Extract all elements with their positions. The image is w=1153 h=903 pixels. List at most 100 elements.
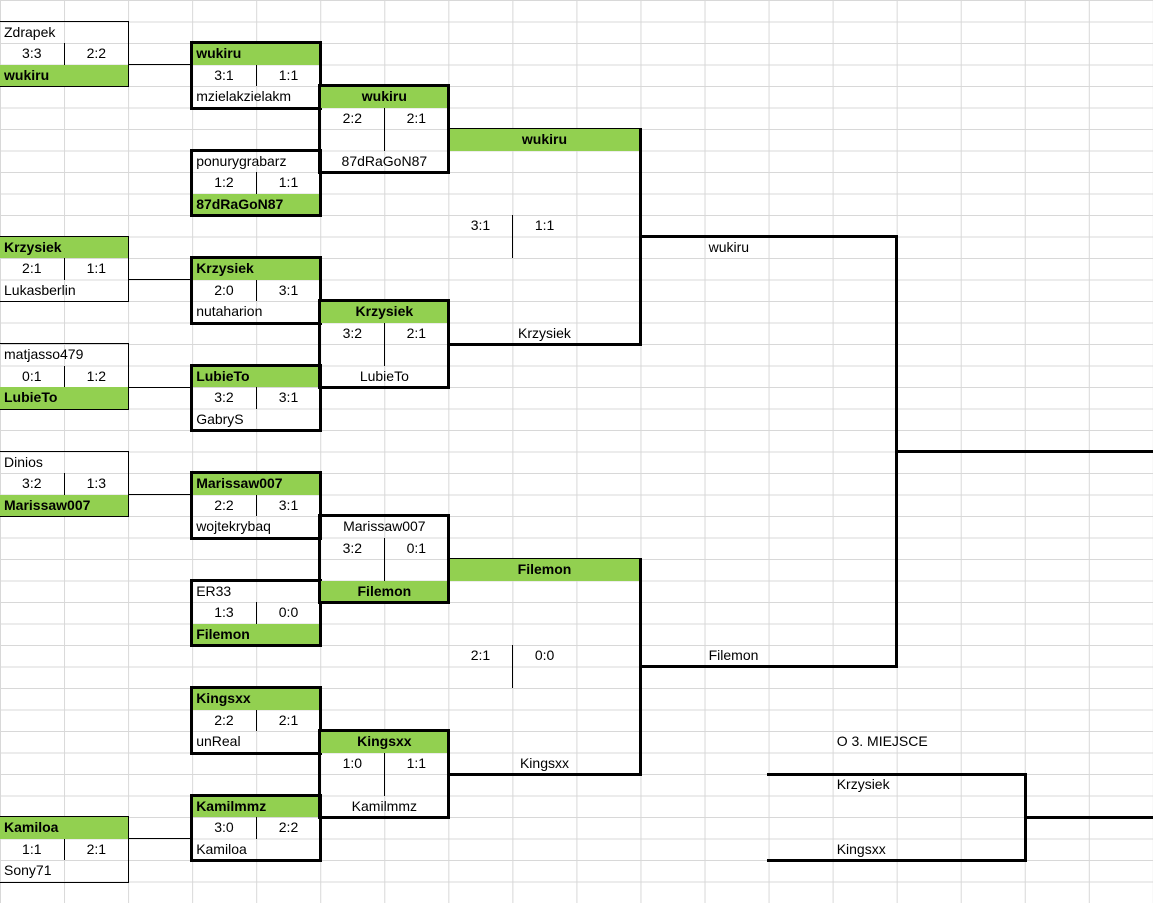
match-score[interactable]: 1:1	[22, 840, 42, 857]
match-row: GabryS	[192, 409, 320, 431]
match-score[interactable]: 2:2	[63, 43, 129, 65]
bracket-line	[446, 342, 643, 346]
match-score[interactable]: 0:0	[534, 647, 555, 663]
match-score[interactable]: 3:1	[214, 66, 234, 83]
player-name[interactable]: LubieTo	[4, 389, 58, 405]
player-name[interactable]: nutaharion	[196, 303, 263, 319]
match-score[interactable]: 0:0	[255, 602, 321, 624]
match-score[interactable]: 2:1	[406, 109, 427, 126]
third-place-player-label[interactable]: Kingsxx	[836, 840, 886, 857]
score-divider-line	[384, 322, 386, 366]
third-place-player-label[interactable]: Krzysiek	[836, 776, 890, 792]
match-score[interactable]: 1:1	[534, 217, 555, 233]
match-score[interactable]: 1:1	[255, 64, 321, 86]
champion-line	[895, 450, 1153, 453]
match-score[interactable]: 2:1	[470, 647, 491, 663]
match-score[interactable]: 3:1	[470, 217, 491, 233]
match-score-row: 3:0 2:2	[192, 817, 320, 839]
match-score[interactable]: 1:3	[63, 473, 129, 495]
match-score[interactable]: 1:1	[63, 258, 129, 280]
match-score[interactable]: 1:0	[342, 754, 363, 771]
player-name[interactable]: Kamilmmz	[351, 797, 418, 814]
match-score[interactable]: 1:1	[255, 172, 321, 194]
match-score[interactable]: 3:2	[214, 389, 234, 405]
player-name[interactable]: Dinios	[4, 453, 43, 470]
finalist-label[interactable]: Filemon	[708, 647, 759, 663]
player-name[interactable]: 87dRaGoN87	[341, 152, 428, 169]
player-name[interactable]: 87dRaGoN87	[196, 195, 284, 212]
match-box: Zdrapek 3:3 2:2 wukiru	[0, 21, 129, 87]
match-score[interactable]: 2:1	[406, 324, 427, 341]
player-name[interactable]: wukiru	[320, 86, 449, 108]
semifinal-winner-cell[interactable]: wukiru	[448, 129, 641, 151]
match-score[interactable]: 1:2	[214, 174, 234, 190]
player-name[interactable]: Marissaw007	[196, 475, 283, 491]
match-score[interactable]: 0:1	[406, 539, 427, 556]
match-score[interactable]: 2:1	[255, 709, 321, 731]
match-score[interactable]: 3:1	[255, 387, 321, 409]
player-name[interactable]: Kingsxx	[196, 690, 251, 706]
player-name[interactable]: Kamilmmz	[196, 797, 267, 814]
advancing-player-label[interactable]: Krzysiek	[518, 324, 571, 341]
match-score[interactable]: 3:1	[255, 494, 321, 516]
match-score[interactable]: 3:2	[342, 324, 363, 341]
bracket-line	[446, 772, 643, 776]
match-score-row: 3:2 3:1	[192, 387, 320, 409]
match-score[interactable]: 3:2	[22, 475, 42, 491]
match-score[interactable]: 3:0	[214, 819, 234, 835]
player-name[interactable]: Filemon	[196, 625, 250, 642]
match-score-row: 3:2 0:1	[320, 538, 448, 560]
player-name[interactable]: Krzysiek	[4, 238, 62, 255]
match-score[interactable]: 0:1	[22, 367, 42, 384]
player-name[interactable]: matjasso479	[4, 346, 84, 362]
match-score[interactable]: 1:2	[63, 365, 129, 387]
match-score[interactable]: 3:3	[22, 45, 42, 61]
match-row: Kamiloa	[0, 817, 129, 839]
match-score[interactable]: 2:0	[214, 281, 234, 298]
player-name[interactable]: ER33	[196, 582, 232, 599]
finalist-label[interactable]: wukiru	[708, 238, 750, 255]
match-score[interactable]: 2:1	[22, 260, 42, 276]
bracket-line	[767, 858, 1027, 862]
player-name[interactable]: Kingsxx	[320, 731, 449, 753]
player-name[interactable]: wukiru	[4, 66, 50, 83]
match-score[interactable]: 2:2	[214, 711, 234, 728]
player-name[interactable]: Marissaw007	[4, 496, 91, 513]
match-score[interactable]: 2:2	[342, 109, 363, 126]
match-score-row: 1:1 2:1	[0, 838, 129, 860]
match-score[interactable]: 3:1	[255, 279, 321, 301]
player-name[interactable]: Marissaw007	[343, 518, 426, 534]
player-name[interactable]: LubieTo	[359, 367, 409, 384]
player-name[interactable]: Kamiloa	[4, 819, 59, 835]
score-divider-line	[512, 215, 514, 258]
match-score[interactable]: 1:3	[214, 604, 234, 620]
player-name[interactable]: wukiru	[196, 45, 242, 61]
match-score[interactable]: 3:2	[342, 539, 363, 556]
player-name[interactable]: ponurygrabarz	[196, 152, 287, 169]
match-score[interactable]: 1:1	[406, 754, 427, 771]
player-name[interactable]: mzielakzielakm	[196, 88, 292, 104]
third-place-title[interactable]: O 3. MIEJSCE	[836, 733, 928, 749]
player-name[interactable]: wojtekrybaq	[196, 518, 271, 534]
player-name[interactable]: unReal	[196, 733, 241, 749]
bracket-connector-line	[128, 64, 193, 65]
player-name[interactable]: Krzysiek	[196, 260, 254, 276]
match-row: Krzysiek	[0, 236, 129, 258]
match-score[interactable]: 2:1	[63, 838, 129, 860]
player-name[interactable]: GabryS	[196, 410, 244, 427]
advancing-player-label[interactable]: Kingsxx	[519, 754, 569, 771]
match-score[interactable]: 2:2	[255, 817, 321, 839]
semifinal-winner-cell[interactable]: Filemon	[448, 559, 641, 581]
match-row: wukiru	[192, 43, 321, 65]
player-name[interactable]: Filemon	[320, 580, 449, 602]
player-name[interactable]: Lukasberlin	[4, 281, 76, 298]
player-name[interactable]: Zdrapek	[4, 23, 56, 40]
bracket-connector-line	[128, 838, 193, 839]
match-row: Dinios	[0, 452, 128, 474]
player-name[interactable]: Kamiloa	[196, 840, 247, 857]
player-name[interactable]: Sony71	[4, 862, 52, 878]
player-name[interactable]: Krzysiek	[320, 301, 449, 323]
match-score[interactable]: 2:2	[214, 496, 234, 513]
player-name[interactable]: LubieTo	[196, 367, 250, 384]
